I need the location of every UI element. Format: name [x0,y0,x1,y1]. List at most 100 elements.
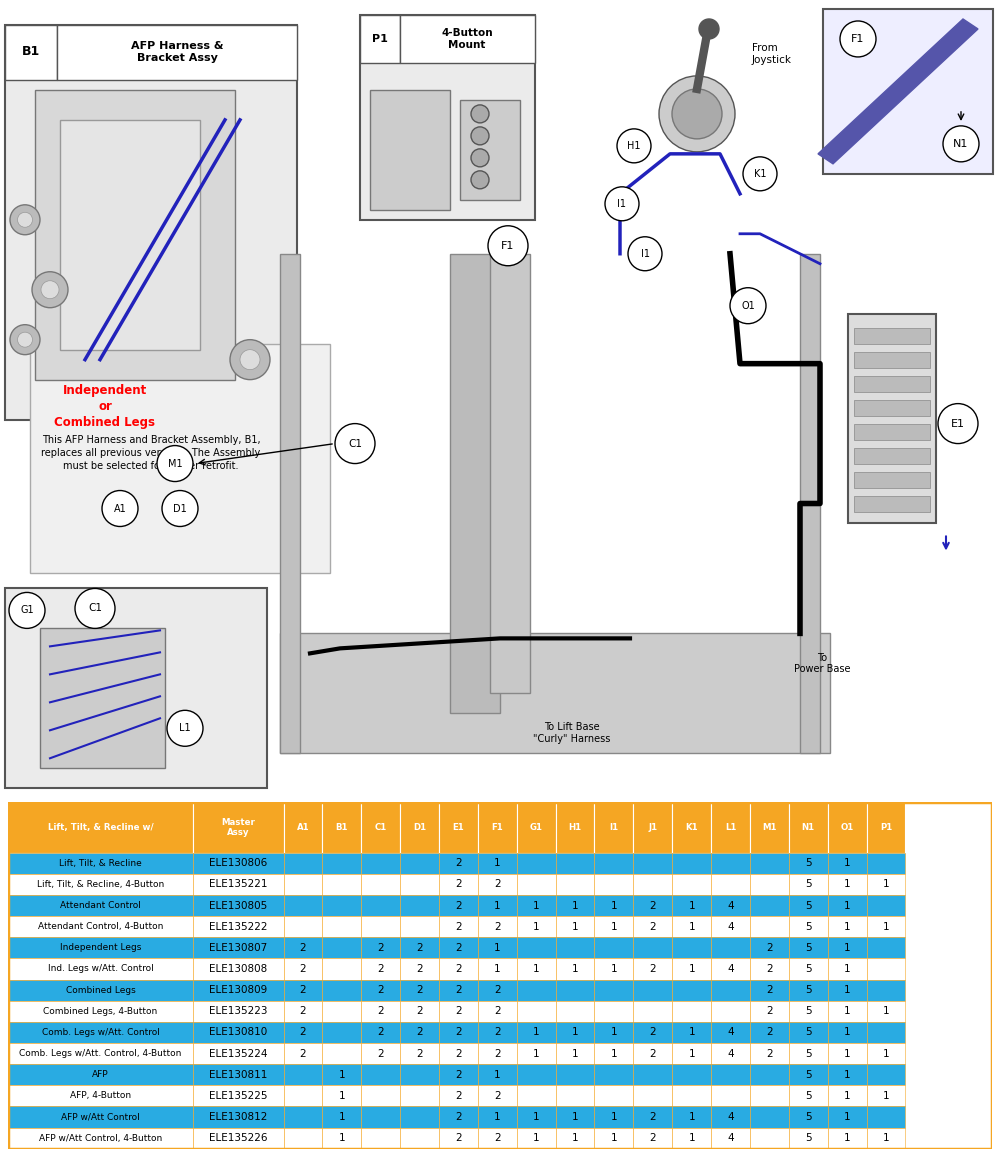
Bar [594,1085,633,1106]
Bar [439,895,478,916]
Bar [322,802,361,852]
Bar [193,1043,284,1064]
Text: 2: 2 [416,943,423,953]
Text: 5: 5 [805,943,812,953]
Text: 1: 1 [844,1134,850,1143]
Text: 4: 4 [727,1049,734,1058]
Text: ELE130808: ELE130808 [209,963,267,974]
Text: Combined Legs, 4-Button: Combined Legs, 4-Button [43,1006,158,1016]
Text: 1: 1 [494,1112,501,1122]
Text: 2: 2 [766,943,773,953]
Bar [711,874,750,895]
Text: 2: 2 [416,1027,423,1038]
Bar [867,959,905,980]
Text: ELE130812: ELE130812 [209,1112,267,1122]
Bar [789,852,828,874]
Bar [672,1085,711,1106]
Text: 1: 1 [844,1070,850,1079]
Bar [750,874,789,895]
Bar [5,25,297,419]
Bar [439,1064,478,1085]
Text: 4: 4 [727,1134,734,1143]
Bar [789,1128,828,1149]
Bar [322,1064,361,1085]
Bar [400,916,439,937]
Text: N1: N1 [953,139,969,149]
Text: 5: 5 [805,858,812,868]
Bar [284,802,322,852]
Bar [284,959,322,980]
Text: 1: 1 [688,1049,695,1058]
Bar [57,25,297,80]
Bar [672,1043,711,1064]
Text: 1: 1 [883,1006,889,1017]
Bar [8,1106,193,1128]
Circle shape [18,332,32,347]
Bar [854,424,930,440]
Bar [633,959,672,980]
Text: AFP, 4-Button: AFP, 4-Button [70,1091,131,1100]
Bar [633,1106,672,1128]
Circle shape [605,186,639,221]
Bar [556,980,594,1001]
Text: E1: E1 [453,823,464,833]
Text: 5: 5 [805,1049,812,1058]
Text: 2: 2 [494,1027,501,1038]
Text: 1: 1 [339,1134,345,1143]
Bar [672,1128,711,1149]
Text: 2: 2 [649,963,656,974]
Text: 2: 2 [455,1006,462,1017]
Text: 2: 2 [416,963,423,974]
Bar [8,916,193,937]
Circle shape [938,404,978,444]
Bar [478,1085,517,1106]
Bar [517,1043,556,1064]
Bar [711,980,750,1001]
Bar [633,874,672,895]
Text: 2: 2 [494,1091,501,1101]
Bar [517,959,556,980]
Bar [284,1128,322,1149]
Text: 1: 1 [572,922,578,932]
Text: 2: 2 [649,901,656,910]
Bar [867,916,905,937]
Text: 1: 1 [844,963,850,974]
Bar [823,9,993,174]
Text: F1: F1 [501,241,515,251]
Bar [556,1085,594,1106]
Text: F1: F1 [851,34,865,44]
Bar [517,1021,556,1043]
Circle shape [730,287,766,324]
Bar [5,25,57,80]
Text: 1: 1 [572,901,578,910]
Text: 1: 1 [533,1112,539,1122]
Text: 1: 1 [688,1112,695,1122]
Bar [594,916,633,937]
Bar [672,1001,711,1021]
Bar [750,1021,789,1043]
Bar [30,344,330,573]
Bar [828,895,867,916]
Text: I1: I1 [618,199,626,208]
Bar [594,937,633,959]
Bar [8,852,193,874]
Bar [8,1001,193,1021]
Circle shape [41,280,59,299]
Bar [517,1106,556,1128]
Bar [193,852,284,874]
Bar [322,1043,361,1064]
Text: 1: 1 [844,922,850,932]
Text: ELE130805: ELE130805 [209,901,267,910]
Bar [867,852,905,874]
Bar [284,1085,322,1106]
Bar [8,874,193,895]
Text: Lift, Tilt, & Recline: Lift, Tilt, & Recline [59,859,142,867]
Bar [284,980,322,1001]
Bar [517,1064,556,1085]
Text: AFP: AFP [92,1070,109,1079]
Text: 1: 1 [844,901,850,910]
Bar [750,1128,789,1149]
Bar [450,254,500,713]
Bar [828,916,867,937]
Bar [594,1043,633,1064]
